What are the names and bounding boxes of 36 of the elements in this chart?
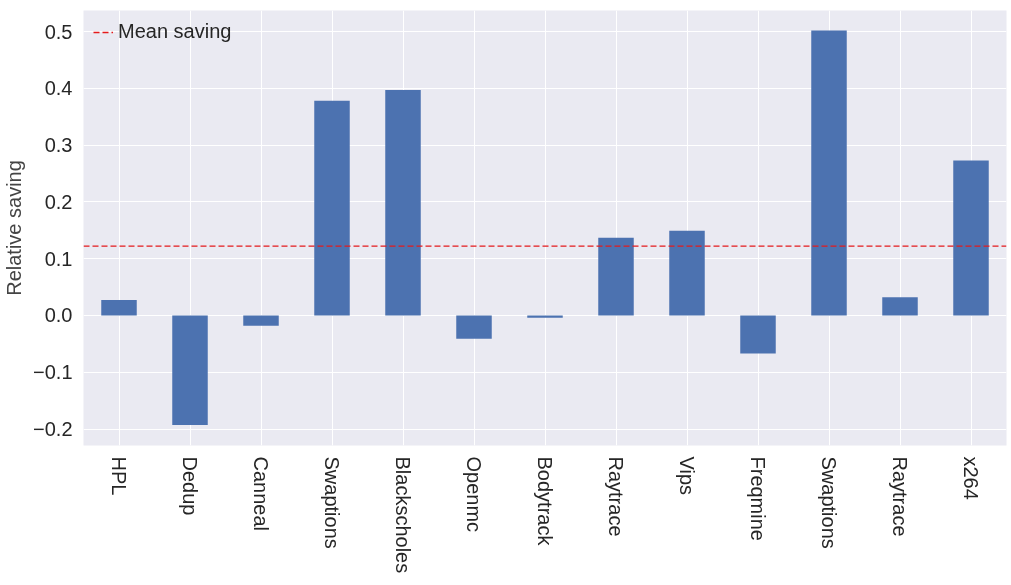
x-tick-label: HPL	[108, 456, 130, 496]
y-tick-label: 0.4	[44, 77, 73, 100]
y-tick-label: −0.1	[33, 361, 73, 384]
x-tick-label: Swaptions	[321, 456, 343, 549]
bar	[314, 100, 350, 316]
y-tick-label: 0.1	[44, 247, 73, 270]
y-axis-title: Relative saving	[3, 160, 26, 296]
x-tick-label: Vips	[676, 456, 698, 496]
x-tick-label: x264	[960, 456, 982, 500]
bar	[172, 315, 208, 426]
x-tick-label: Raytrace	[605, 456, 627, 537]
x-tick-label: Freqmine	[747, 456, 769, 541]
y-tick-label: 0.3	[44, 134, 73, 157]
x-tick-label: Swaptions	[818, 456, 840, 549]
bar	[953, 160, 989, 316]
x-tick-label: Bodytrack	[534, 456, 556, 547]
x-tick-label: Raytrace	[889, 456, 911, 537]
x-tick-label: Openmc	[463, 456, 485, 533]
x-tick-label: Blackscholes	[392, 456, 414, 574]
bar	[101, 300, 137, 316]
y-tick-label: 0.0	[44, 304, 73, 327]
x-tick-label: Canneal	[250, 456, 272, 532]
bar	[669, 230, 705, 316]
bar	[811, 30, 847, 316]
bar	[598, 237, 634, 316]
bar	[527, 315, 563, 318]
y-tick-label: −0.2	[33, 418, 73, 441]
x-tick-label: Dedup	[179, 456, 201, 516]
y-tick-label: 0.2	[44, 190, 73, 213]
bar	[882, 297, 918, 316]
bar	[740, 315, 776, 354]
bar	[456, 315, 492, 339]
y-tick-label: 0.5	[44, 20, 73, 43]
bar	[385, 90, 421, 316]
bar	[243, 315, 279, 326]
legend-label: Mean saving	[118, 20, 232, 43]
